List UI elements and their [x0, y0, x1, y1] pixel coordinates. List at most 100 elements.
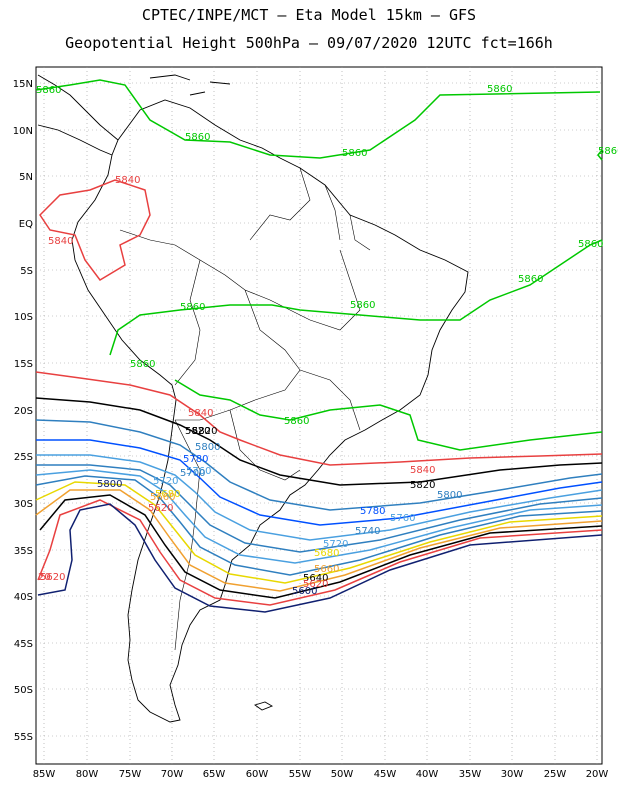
contour-5720 — [35, 469, 603, 564]
latitude-label: 45S — [14, 639, 33, 650]
longitude-label: 85W — [33, 769, 56, 780]
contour-5860-east — [597, 149, 603, 161]
contour-label: 5740 — [355, 526, 380, 537]
contour-labels: 5860 5860 5860 5860 5860 5860 5860 5860 5860 5860… — [36, 84, 618, 597]
latitude-label: 20S — [14, 406, 33, 417]
contour-5800 — [35, 419, 603, 511]
contour-label: 5860 — [350, 300, 375, 311]
contour-label: 5860 — [518, 274, 543, 285]
contour-label: 5860 — [598, 146, 618, 157]
contour-label: 5700 — [180, 468, 205, 479]
contour-label: 5840 — [48, 236, 73, 247]
contour-5840 — [35, 371, 603, 466]
contour-label: 5720 — [153, 476, 178, 487]
contour-label: 5620 — [148, 503, 173, 514]
caribbean-islands — [149, 74, 231, 96]
contour-5640 — [39, 494, 603, 599]
contour-label: 5860 — [36, 85, 61, 96]
longitude-label: 35W — [459, 769, 482, 780]
longitude-label: 55W — [289, 769, 312, 780]
longitude-label: 25W — [544, 769, 567, 780]
contour-label: 5600 — [292, 586, 317, 597]
contour-label: 5640 — [303, 573, 328, 584]
longitude-label: 45W — [374, 769, 397, 780]
contour-label: 5720 — [323, 539, 348, 550]
longitude-label: 70W — [161, 769, 184, 780]
latitude-label: 5S — [20, 266, 33, 277]
contour-label: 5820 — [192, 426, 217, 437]
contour-5660 — [35, 489, 603, 592]
contour-label: 5860 — [284, 416, 309, 427]
contour-5860-north — [35, 79, 601, 159]
contour-label: 5840 — [115, 175, 140, 186]
contour-5860-south — [109, 239, 603, 356]
latitude-label: EQ — [19, 219, 33, 230]
contour-label: 5760 — [186, 466, 211, 477]
graticule — [36, 67, 602, 764]
map-title-line-2: Geopotential Height 500hPa – 09/07/2020 … — [65, 34, 553, 52]
contour-label: 5860 — [180, 302, 205, 313]
map-title-line-1: CPTEC/INPE/MCT – Eta Model 15km – GFS — [141, 6, 477, 24]
latitude-label: 10S — [14, 312, 33, 323]
latitude-label: 25S — [14, 452, 33, 463]
contour-label: 5840 — [188, 408, 213, 419]
longitude-label: 65W — [203, 769, 226, 780]
latitude-label: 55S — [14, 732, 33, 743]
contour-label: 5860 — [487, 84, 512, 95]
longitude-label: 40W — [416, 769, 439, 780]
latitude-label: 30S — [14, 499, 33, 510]
contour-label: 5760 — [390, 513, 415, 524]
contour-label: 5680 — [155, 489, 180, 500]
longitude-label: 60W — [246, 769, 269, 780]
latitude-label: 10N — [13, 126, 33, 137]
contour-label: 5800 — [97, 479, 122, 490]
contour-label: 5860 — [578, 239, 603, 250]
contour-label: 5860 — [130, 359, 155, 370]
contour-5760 — [36, 454, 603, 541]
contour-label: 5680 — [314, 548, 339, 559]
contour-5820 — [35, 397, 603, 486]
map-frame — [35, 66, 603, 765]
longitude-label: 30W — [501, 769, 524, 780]
latitude-label: 5N — [19, 172, 33, 183]
contour-label: 5800 — [195, 442, 220, 453]
contour-label: 5860 — [185, 132, 210, 143]
longitude-label: 75W — [119, 769, 142, 780]
contour-label: 5620 — [303, 579, 328, 590]
contour-label: 5780 — [360, 506, 385, 517]
longitude-label: 50W — [331, 769, 354, 780]
contour-5860-central — [174, 379, 603, 451]
contour-5840-amazon — [39, 179, 151, 281]
longitude-labels: 85W 80W 75W 70W 65W 60W 55W 50W 45W 40W 35W 30W 25W 2… — [33, 769, 609, 780]
contour-label: 5800 — [437, 490, 462, 501]
contour-5600 — [37, 503, 603, 613]
falkland-islands — [253, 701, 274, 711]
contour-5780 — [36, 439, 603, 526]
longitude-label: 80W — [76, 769, 99, 780]
coastlines — [37, 74, 469, 723]
contour-label: 5840 — [410, 465, 435, 476]
latitude-label: 35S — [14, 546, 33, 557]
contour-label: 5660 — [150, 492, 175, 503]
contour-5620 — [37, 499, 603, 606]
longitude-label: 20W — [586, 769, 609, 780]
contour-label: 5660 — [314, 564, 339, 575]
south-america-coastline — [71, 99, 469, 723]
contour-label: 5620 — [40, 572, 65, 583]
contour-label: 5820 — [410, 480, 435, 491]
latitude-label: 15S — [14, 359, 33, 370]
contour-5700 — [35, 475, 603, 576]
country-borders — [119, 167, 371, 651]
contour-5680 — [35, 481, 603, 584]
contour-label: 5780 — [183, 454, 208, 465]
latitude-label: 15N — [13, 79, 33, 90]
latitude-label: 50S — [14, 685, 33, 696]
contour-label: 5820 — [185, 426, 210, 437]
contour-5740 — [36, 464, 603, 553]
contours — [35, 79, 603, 613]
central-america-coastline — [37, 74, 119, 156]
latitude-label: 40S — [14, 592, 33, 603]
contour-label: 5860 — [342, 148, 367, 159]
latitude-labels: 15N 10N 5N EQ 5S 10S 15S 20S 25S 30S 35S 40S 45S 50S 5… — [13, 79, 33, 743]
